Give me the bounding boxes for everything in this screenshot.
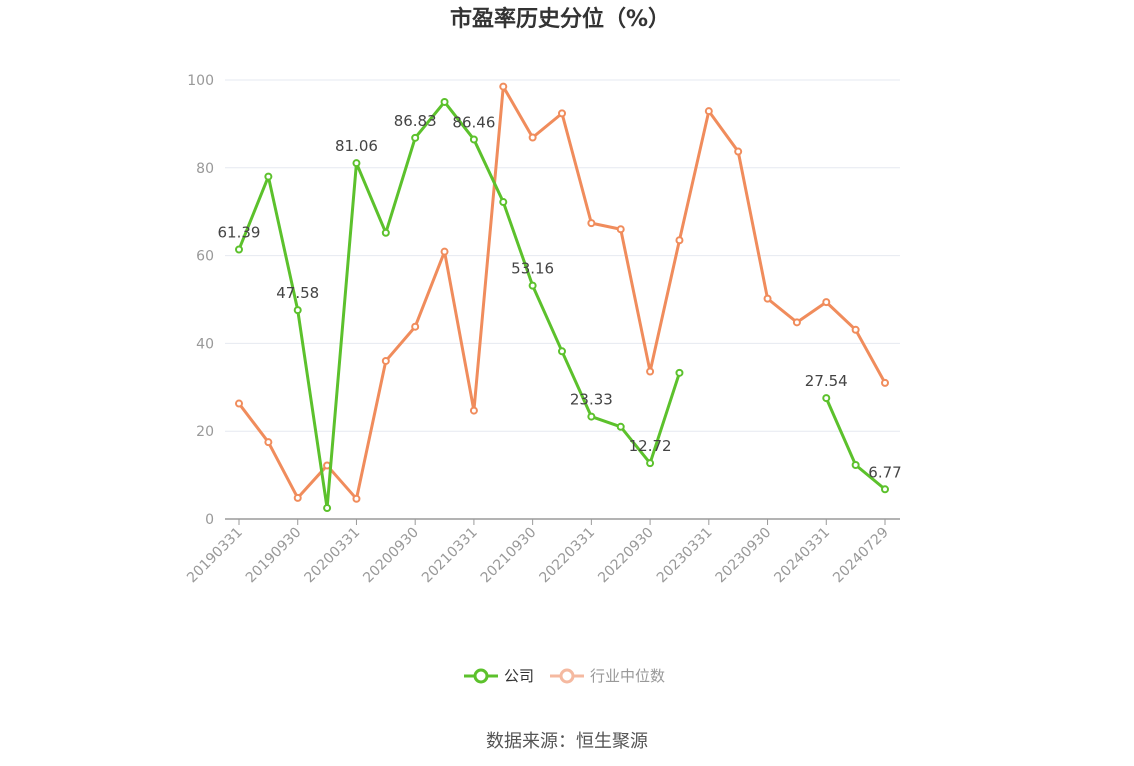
y-tick-label: 0 bbox=[205, 512, 214, 528]
legend-company-marker bbox=[473, 668, 489, 684]
legend-company-label: 公司 bbox=[504, 667, 534, 685]
data-point[interactable] bbox=[293, 493, 302, 502]
data-point[interactable] bbox=[469, 135, 478, 144]
data-source: 数据来源：恒生聚源 bbox=[486, 731, 648, 752]
legend: 公司 行业中位数 bbox=[464, 667, 665, 685]
data-point[interactable] bbox=[704, 107, 713, 116]
data-point[interactable] bbox=[822, 298, 831, 307]
data-point[interactable] bbox=[616, 422, 625, 431]
x-tick-label: 20210331 bbox=[419, 525, 481, 587]
data-point[interactable] bbox=[646, 367, 655, 376]
y-tick-label: 60 bbox=[196, 249, 214, 265]
y-tick-label: 20 bbox=[196, 424, 214, 440]
data-point[interactable] bbox=[675, 236, 684, 245]
data-point[interactable] bbox=[235, 399, 243, 408]
grid-lines bbox=[225, 79, 900, 432]
x-tick-label: 20230930 bbox=[713, 525, 775, 587]
data-point[interactable] bbox=[440, 247, 449, 256]
data-point[interactable] bbox=[469, 406, 478, 415]
data-label: 81.06 bbox=[335, 137, 378, 155]
legend-industry-label: 行业中位数 bbox=[590, 667, 665, 685]
series-industry-median bbox=[235, 82, 889, 503]
data-point[interactable] bbox=[381, 228, 390, 237]
x-tick-label: 20190930 bbox=[243, 525, 305, 587]
data-label: 47.58 bbox=[276, 284, 319, 302]
data-point[interactable] bbox=[587, 219, 596, 228]
data-label: 12.72 bbox=[629, 437, 672, 455]
data-label: 53.16 bbox=[511, 260, 554, 278]
data-labels: 61.39 47.58 81.06 86.83 86.46 53.16 23.33 12.72… bbox=[218, 112, 902, 481]
series-company bbox=[235, 97, 889, 513]
legend-industry-marker bbox=[559, 668, 575, 684]
data-label: 23.33 bbox=[570, 391, 613, 409]
data-point[interactable] bbox=[851, 325, 860, 334]
legend-item-industry[interactable]: 行业中位数 bbox=[550, 667, 665, 685]
data-point[interactable] bbox=[675, 368, 684, 377]
y-axis: 0 20 40 60 80 100 bbox=[187, 73, 214, 528]
y-tick-label: 40 bbox=[196, 336, 214, 352]
data-point[interactable] bbox=[646, 459, 655, 468]
data-point[interactable] bbox=[792, 318, 801, 327]
data-point[interactable] bbox=[734, 147, 743, 156]
data-point[interactable] bbox=[881, 485, 889, 494]
x-tick-label: 20240331 bbox=[771, 525, 833, 587]
data-point[interactable] bbox=[763, 294, 772, 303]
data-point[interactable] bbox=[528, 133, 537, 142]
data-point[interactable] bbox=[528, 281, 537, 290]
data-label: 61.39 bbox=[218, 223, 261, 241]
x-axis: 2019033120190930202003312020093020210331… bbox=[184, 518, 900, 587]
y-tick-label: 80 bbox=[196, 161, 214, 177]
data-point[interactable] bbox=[235, 245, 243, 254]
x-tick-label: 20200331 bbox=[302, 525, 364, 587]
y-tick-label: 100 bbox=[187, 73, 214, 89]
data-point[interactable] bbox=[558, 109, 566, 118]
data-point[interactable] bbox=[293, 306, 302, 315]
data-label: 6.77 bbox=[868, 463, 901, 481]
data-point[interactable] bbox=[499, 198, 508, 207]
data-point[interactable] bbox=[851, 461, 860, 470]
x-tick-label: 20200930 bbox=[360, 525, 422, 587]
data-point[interactable] bbox=[411, 133, 420, 142]
data-point[interactable] bbox=[323, 504, 332, 513]
series-lines bbox=[235, 82, 889, 513]
x-tick-label: 20220331 bbox=[536, 525, 598, 587]
x-tick-label: 20220930 bbox=[595, 525, 657, 587]
x-tick-label: 20190331 bbox=[184, 525, 246, 587]
data-label: 86.83 bbox=[394, 112, 437, 130]
data-point[interactable] bbox=[881, 378, 889, 387]
data-point[interactable] bbox=[499, 82, 508, 91]
data-point[interactable] bbox=[822, 394, 831, 403]
data-point[interactable] bbox=[616, 225, 625, 234]
data-point[interactable] bbox=[352, 494, 361, 503]
chart-title: 市盈率历史分位（%） bbox=[450, 6, 670, 32]
legend-item-company[interactable]: 公司 bbox=[464, 667, 534, 685]
x-tick-label: 20210930 bbox=[478, 525, 540, 587]
data-point[interactable] bbox=[264, 172, 273, 181]
data-point[interactable] bbox=[352, 159, 361, 168]
data-point[interactable] bbox=[381, 356, 390, 365]
x-tick-label: 20240729 bbox=[830, 525, 892, 587]
data-label: 86.46 bbox=[452, 113, 495, 131]
x-tick-label: 20230331 bbox=[654, 525, 716, 587]
data-point[interactable] bbox=[264, 438, 273, 447]
data-point[interactable] bbox=[558, 347, 566, 356]
data-label: 27.54 bbox=[805, 372, 848, 390]
data-point[interactable] bbox=[440, 97, 449, 106]
data-point[interactable] bbox=[411, 322, 420, 331]
series-line bbox=[237, 100, 681, 510]
data-point[interactable] bbox=[587, 412, 596, 421]
